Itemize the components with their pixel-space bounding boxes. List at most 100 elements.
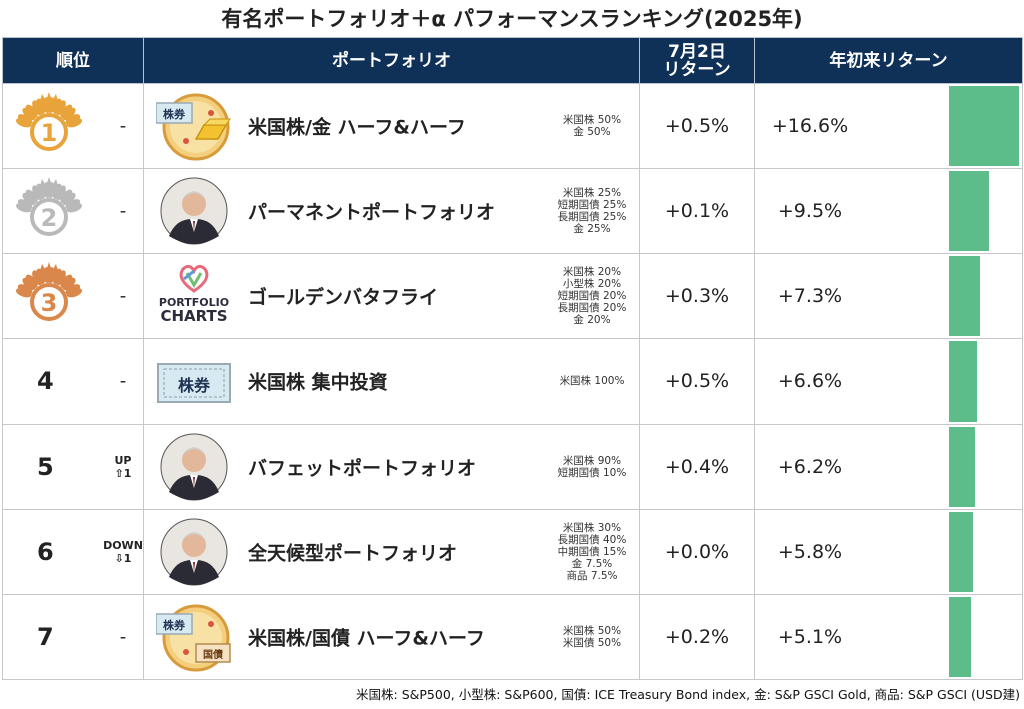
ytd-bar <box>949 171 990 252</box>
allocation-item: 米国株 50% <box>562 624 622 637</box>
rank-change: DOWN ⇩1 <box>99 539 147 565</box>
ytd-bar <box>949 511 974 592</box>
allocation-item: 米国株 90% <box>562 454 622 467</box>
return-jul2: +0.0% <box>639 508 755 595</box>
person-portrait-icon <box>160 518 228 586</box>
allocation-item: 長期国債 40% <box>557 533 627 546</box>
allocation-item: 短期国債 25% <box>557 199 627 212</box>
rank-cell: 1- <box>2 82 147 170</box>
header-ret7-line2: リターン <box>663 59 731 80</box>
ranking-table: 順位 ポートフォリオ 7月2日 リターン 年初来リターン 1- 株券 米国株/金 ハ… <box>2 37 1023 681</box>
table-row: 7- 株券 国債 米国株/国債 ハーフ&ハーフ 米国株 50% 米国債 50% +0.2% +… <box>2 593 1023 681</box>
ytd-bar <box>949 596 971 677</box>
rank-cell: 4- <box>2 338 147 425</box>
footnote: 米国株: S&P500, 小型株: S&P600, 国債: ICE Treasu… <box>356 687 1020 702</box>
ytd-bar <box>949 426 976 507</box>
medal-rank-number: 3 <box>41 289 58 317</box>
rank-change: UP ⇧1 <box>99 454 147 480</box>
portfolio-cell: PORTFOLIO CHARTS ゴールデンバタフライ 米国株 20% 小型株 20% 短… <box>143 253 640 340</box>
pizza-stock-gold-icon: 株券 <box>156 93 231 161</box>
return-jul2: +0.5% <box>639 82 755 170</box>
allocation-list: 米国株 90% 短期国債 10% <box>532 455 652 479</box>
ytd-cell: +9.5% <box>754 168 1023 255</box>
ytd-cell: +7.3% <box>754 253 1023 340</box>
ytd-cell: +5.1% <box>754 593 1023 681</box>
portfolio-cell: パーマネントポートフォリオ 米国株 25% 短期国債 25% 長期国債 25% 金 25… <box>143 168 640 255</box>
medal-rank-number: 2 <box>41 204 58 232</box>
stock-certificate-icon: 株券 <box>157 363 231 404</box>
rank-cell: 7- <box>2 593 144 681</box>
medal-gold-icon: 1 <box>15 92 83 151</box>
portfolio-cell: 全天候型ポートフォリオ 米国株 30% 長期国債 40% 中期国債 15% 金 7.5%… <box>143 508 640 595</box>
allocation-item: 金 50% <box>573 126 611 139</box>
allocation-list: 米国株 25% 短期国債 25% 長期国債 25% 金 25% <box>532 187 652 235</box>
table-row: 5 UP ⇧1 バフェットポートフォリオ 米国株 90% 短期国債 10% +0.4% +6.… <box>2 423 1023 510</box>
ytd-bar <box>949 86 1019 167</box>
rank-number: 7 <box>37 622 54 651</box>
rank-change-direction: DOWN <box>103 538 143 552</box>
pizza-bond-label: 国債 <box>203 648 223 661</box>
allocation-item: 米国債 50% <box>562 636 622 649</box>
return-jul2: +0.2% <box>639 593 755 681</box>
ytd-return-label: +7.3% <box>777 285 843 308</box>
rank-cell: 3- <box>2 253 147 340</box>
portfolio-cell: バフェットポートフォリオ 米国株 90% 短期国債 10% <box>143 423 640 510</box>
rank-change-amount: ⇧1 <box>114 466 132 480</box>
allocation-item: 金 7.5% <box>571 557 613 570</box>
rank-change-direction: UP <box>114 453 132 467</box>
allocation-item: 短期国債 20% <box>557 290 627 303</box>
table-row: 6 DOWN ⇩1 全天候型ポートフォリオ 米国株 30% 長期国債 40% 中期国債 15… <box>2 508 1023 595</box>
header-ret7: 7月2日 リターン <box>639 37 755 84</box>
allocation-list: 米国株 30% 長期国債 40% 中期国債 15% 金 7.5% 商品 7.5% <box>532 522 652 582</box>
header-rank: 順位 <box>2 37 144 84</box>
ytd-return-label: +5.8% <box>777 540 843 563</box>
allocation-item: 米国株 20% <box>562 266 622 279</box>
allocation-list: 米国株 50% 金 50% <box>532 114 652 138</box>
allocation-list: 米国株 50% 米国債 50% <box>532 625 652 649</box>
ytd-return-label: +9.5% <box>777 200 843 223</box>
rank-change: - <box>99 370 147 392</box>
pizza-stock-label: 株券 <box>163 618 186 632</box>
portfolio-name: 米国株/国債 ハーフ&ハーフ <box>248 627 485 650</box>
rank-change-none: - <box>119 626 127 648</box>
header-ret7-line1: 7月2日 <box>668 41 726 62</box>
ytd-cell: +6.6% <box>754 338 1023 425</box>
chart-title: 有名ポートフォリオ＋α パフォーマンスランキング(2025年) <box>221 7 803 31</box>
portfolio-name: 米国株/金 ハーフ&ハーフ <box>248 116 466 139</box>
portfolio-name: バフェットポートフォリオ <box>248 457 477 480</box>
allocation-item: 金 25% <box>573 223 611 236</box>
allocation-item: 米国株 50% <box>562 114 622 127</box>
allocation-item: 長期国債 25% <box>557 211 627 224</box>
rank-change-none: - <box>119 115 127 137</box>
rank-cell: 2- <box>2 168 147 255</box>
rank-cell: 6 DOWN ⇩1 <box>2 508 147 595</box>
logo-line-1: PORTFOLIO <box>159 296 229 309</box>
rank-number: 5 <box>37 452 54 481</box>
table-row: 3- PORTFOLIO CHARTS ゴールデンバタフライ 米国株 20% 小型株 20… <box>2 253 1023 340</box>
rank-change: - <box>99 200 147 222</box>
return-jul2: +0.1% <box>639 168 755 255</box>
allocation-item: 商品 7.5% <box>566 569 618 582</box>
return-jul2: +0.3% <box>639 253 755 340</box>
ytd-cell: +5.8% <box>754 508 1023 595</box>
allocation-item: 長期国債 20% <box>557 302 627 315</box>
ytd-cell: +16.6% <box>754 82 1023 170</box>
rank-change-none: - <box>119 200 127 222</box>
medal-silver-icon: 2 <box>15 177 83 237</box>
portfolio-name: 全天候型ポートフォリオ <box>248 542 458 565</box>
medal-rank-number: 1 <box>41 119 58 147</box>
ytd-bar <box>949 256 980 337</box>
return-jul2: +0.4% <box>639 423 755 510</box>
ytd-return-label: +6.2% <box>777 455 843 478</box>
allocation-item: 短期国債 10% <box>557 466 627 479</box>
ytd-bar <box>949 341 977 422</box>
allocation-list: 米国株 100% <box>532 375 652 387</box>
portfolio-name: 米国株 集中投資 <box>248 371 388 394</box>
rank-change: - <box>99 287 147 305</box>
ytd-return-label: +5.1% <box>777 625 843 648</box>
rank-change: - <box>99 115 147 137</box>
table-row: 2- パーマネントポートフォリオ 米国株 25% 短期国債 25% 長期国債 25% 金 … <box>2 168 1023 255</box>
portfolio-cell: 株券 米国株/金 ハーフ&ハーフ 米国株 50% 金 50% <box>143 82 640 170</box>
rank-change-none: - <box>119 370 127 392</box>
